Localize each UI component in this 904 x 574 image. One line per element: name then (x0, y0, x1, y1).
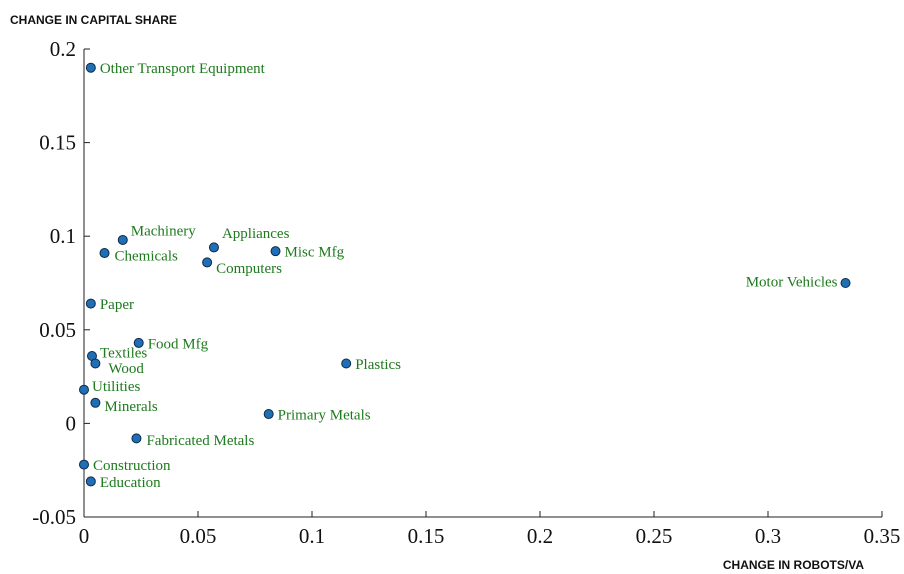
point (131, 433, 142, 444)
y-tick-label: 0.1 (50, 224, 76, 248)
x-tick-label: 0.1 (299, 524, 325, 548)
point (133, 337, 144, 348)
point-label: Other Transport Equipment (100, 61, 266, 77)
point (85, 62, 96, 73)
point (117, 234, 128, 245)
point-label: Motor Vehicles (746, 274, 838, 290)
point-label: Food Mfg (148, 336, 209, 352)
point (90, 358, 101, 369)
point-label: Computers (216, 261, 282, 277)
point (270, 246, 281, 257)
point-label: Textiles (100, 345, 147, 361)
point (79, 384, 89, 395)
point-label: Paper (100, 297, 134, 313)
point-label: Utilities (92, 379, 140, 395)
x-tick-label: 0.15 (408, 524, 445, 548)
point-label: Misc Mfg (285, 245, 345, 261)
point (840, 278, 851, 288)
point-label: Plastics (355, 357, 401, 373)
point (202, 257, 213, 268)
point (90, 397, 101, 408)
point-label: Primary Metals (278, 407, 371, 423)
point (99, 248, 110, 259)
point-label: Chemicals (115, 248, 178, 264)
y-tick-label: -0.05 (32, 505, 76, 529)
point-label: Education (100, 475, 161, 491)
point (85, 298, 96, 309)
x-tick-label: 0.05 (180, 524, 217, 548)
point-label: Construction (93, 458, 171, 474)
y-tick-label: 0.2 (50, 37, 76, 61)
x-tick-label: 0.2 (527, 524, 553, 548)
y-axis-title: CHANGE IN CAPITAL SHARE (10, 13, 177, 27)
point (263, 409, 274, 420)
point-label: Appliances (222, 226, 290, 242)
point-label: Fabricated Metals (146, 433, 254, 449)
x-tick-label: 0.35 (864, 524, 901, 548)
point (341, 358, 352, 369)
point (79, 459, 89, 470)
x-tick-label: 0.3 (755, 524, 781, 548)
point (85, 476, 96, 487)
point-label: Wood (108, 361, 144, 377)
x-axis-title: CHANGE IN ROBOTS/VA (723, 558, 864, 572)
x-tick-label: 0.25 (636, 524, 673, 548)
x-tick-label: 0 (79, 524, 90, 548)
point (208, 242, 219, 253)
y-tick-label: 0 (66, 411, 77, 435)
point-label: Minerals (104, 399, 157, 415)
y-tick-label: 0.05 (39, 318, 76, 342)
point-label: Machinery (131, 223, 196, 239)
y-tick-label: 0.15 (39, 131, 76, 155)
